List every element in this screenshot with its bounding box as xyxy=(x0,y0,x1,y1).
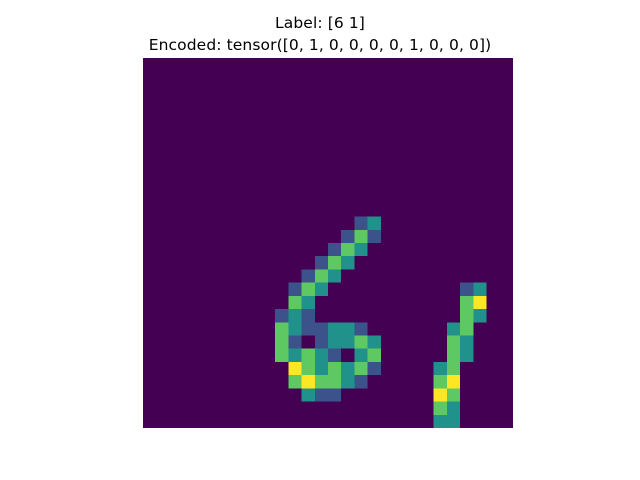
digit-pixel xyxy=(301,375,315,389)
digit-pixel xyxy=(341,243,355,257)
digit-pixel xyxy=(341,375,355,389)
digit-pixel xyxy=(314,282,328,296)
digit-pixel xyxy=(446,375,461,389)
digit-pixel xyxy=(446,322,461,336)
title-encoded-line: Encoded: tensor([0, 1, 0, 0, 0, 0, 1, 0,… xyxy=(148,36,492,54)
digit-pixel xyxy=(341,256,355,270)
digit-pixel xyxy=(301,309,315,323)
digit-pixel xyxy=(301,388,315,402)
digit-pixel xyxy=(288,295,302,310)
digit-pixel xyxy=(354,243,368,257)
digit-heatmap xyxy=(143,58,513,428)
digit-pixel xyxy=(288,335,302,349)
digit-pixel xyxy=(314,388,328,402)
digit-pixel xyxy=(460,282,474,296)
digit-pixel xyxy=(341,229,355,243)
digit-pixel xyxy=(473,295,487,310)
digit-pixel xyxy=(328,335,342,349)
digit-pixel xyxy=(460,335,474,349)
digit-pixel xyxy=(314,322,328,336)
digit-pixel xyxy=(328,243,342,257)
digit-pixel xyxy=(354,335,368,349)
digit-pixel xyxy=(328,375,342,389)
digit-pixel xyxy=(328,322,342,336)
digit-pixel xyxy=(328,388,342,402)
digit-pixel xyxy=(433,375,447,389)
digit-pixel xyxy=(301,348,315,362)
digit-pixel xyxy=(446,414,461,428)
digit-pixel xyxy=(354,216,368,230)
digit-pixel xyxy=(314,375,328,389)
digit-pixel xyxy=(314,361,328,376)
digit-pixel xyxy=(446,335,461,349)
digit-pixel xyxy=(433,414,447,428)
digit-pixel xyxy=(460,309,474,323)
digit-pixel xyxy=(354,375,368,389)
digit-pixel xyxy=(288,282,302,296)
digit-pixel xyxy=(367,348,381,362)
digit-pixel xyxy=(288,348,302,362)
digit-pixel xyxy=(314,269,328,283)
digit-pixel xyxy=(314,256,328,270)
digit-pixel xyxy=(433,401,447,415)
digit-pixel xyxy=(301,282,315,296)
digit-pixel xyxy=(354,361,368,376)
digit-pixel xyxy=(328,269,342,283)
digit-pixel xyxy=(328,256,342,270)
digit-pixel xyxy=(301,269,315,283)
digit-pixel xyxy=(301,361,315,376)
digit-pixel xyxy=(341,322,355,336)
digit-pixel xyxy=(341,361,355,376)
digit-pixel xyxy=(460,295,474,310)
digit-pixel xyxy=(301,295,315,310)
digit-pixel xyxy=(288,361,302,376)
digit-pixel xyxy=(314,348,328,362)
digit-pixel xyxy=(301,322,315,336)
digit-image xyxy=(143,58,513,428)
digit-pixel xyxy=(328,348,342,362)
title-label-line: Label: [6 1] xyxy=(275,14,365,32)
digit-pixel xyxy=(460,322,474,336)
digit-pixel xyxy=(288,309,302,323)
digit-pixel xyxy=(433,361,447,376)
digit-pixel xyxy=(433,388,447,402)
figure-title: Label: [6 1] Encoded: tensor([0, 1, 0, 0… xyxy=(0,12,640,56)
digit-pixel xyxy=(275,322,289,336)
digit-pixel xyxy=(275,348,289,362)
digit-pixel xyxy=(354,229,368,243)
digit-pixel xyxy=(460,348,474,362)
digit-pixel xyxy=(446,361,461,376)
digit-pixel xyxy=(314,335,328,349)
digit-pixel xyxy=(367,229,381,243)
digit-pixel xyxy=(367,216,381,230)
digit-pixel xyxy=(367,361,381,376)
digit-pixel xyxy=(446,388,461,402)
digit-pixel xyxy=(473,282,487,296)
digit-pixel xyxy=(275,309,289,323)
digit-pixel xyxy=(446,401,461,415)
digit-pixel xyxy=(328,361,342,376)
digit-pixel xyxy=(288,375,302,389)
digit-pixel xyxy=(275,335,289,349)
digit-pixel xyxy=(341,335,355,349)
digit-pixel xyxy=(354,322,368,336)
digit-pixel xyxy=(288,322,302,336)
digit-pixel xyxy=(354,348,368,362)
digit-pixel xyxy=(367,335,381,349)
digit-pixel xyxy=(446,348,461,362)
digit-pixel xyxy=(473,309,487,323)
